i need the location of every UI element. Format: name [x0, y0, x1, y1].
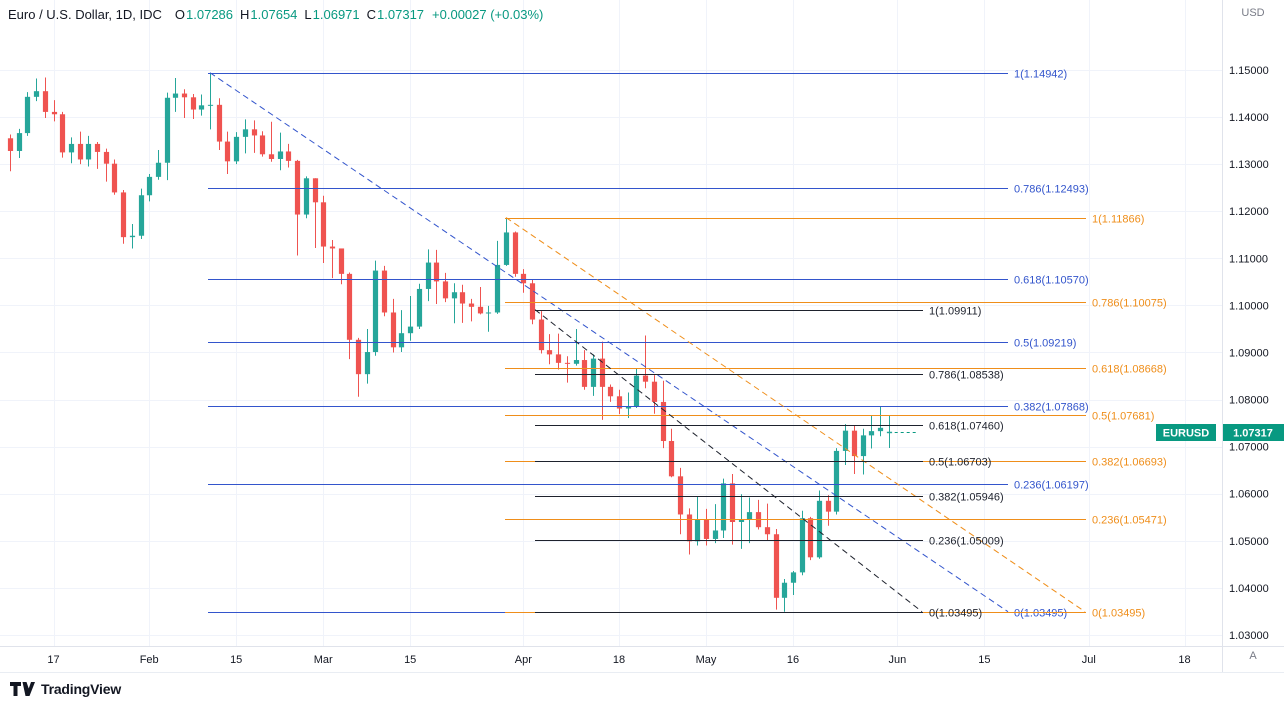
svg-text:17: 17	[47, 654, 59, 666]
svg-text:1.12000: 1.12000	[1229, 206, 1269, 218]
svg-text:16: 16	[787, 654, 799, 666]
svg-text:Apr: Apr	[515, 654, 532, 666]
svg-text:1.13000: 1.13000	[1229, 159, 1269, 171]
svg-text:18: 18	[613, 654, 625, 666]
svg-text:May: May	[696, 654, 717, 666]
svg-text:Jun: Jun	[889, 654, 907, 666]
svg-text:15: 15	[404, 654, 416, 666]
auto-scale-button[interactable]: A	[1249, 650, 1257, 662]
price-axis-bg	[1222, 0, 1284, 672]
svg-text:0.382(1.05946): 0.382(1.05946)	[929, 492, 1004, 504]
svg-text:1.11000: 1.11000	[1229, 253, 1268, 265]
ohlc-close: C1.07317	[366, 7, 425, 22]
svg-text:1.04000: 1.04000	[1229, 583, 1269, 595]
tradingview-logo-icon	[10, 681, 35, 696]
price-axis-currency-label: USD	[1241, 7, 1265, 19]
ohlc-low: L1.06971	[304, 7, 360, 22]
candlestick-series[interactable]	[7, 72, 893, 612]
svg-text:1.05000: 1.05000	[1229, 536, 1269, 548]
svg-text:0.236(1.05471): 0.236(1.05471)	[1092, 515, 1167, 527]
svg-text:1.10000: 1.10000	[1229, 300, 1269, 312]
svg-text:0.786(1.12493): 0.786(1.12493)	[1014, 184, 1089, 196]
svg-text:1.15000: 1.15000	[1229, 65, 1269, 77]
current-price-badge: EURUSD 1.07317	[1156, 424, 1284, 441]
svg-text:0(1.03495): 0(1.03495)	[1092, 608, 1145, 620]
svg-text:0.382(1.07868): 0.382(1.07868)	[1014, 402, 1089, 414]
svg-text:0.5(1.06703): 0.5(1.06703)	[929, 457, 991, 469]
change-value: +0.00027 (+0.03%)	[432, 7, 544, 22]
svg-text:15: 15	[978, 654, 990, 666]
fib-retracement-orange[interactable]: 1(1.11866) 0.786(1.10075) 0.618(1.08668) 0.…	[505, 214, 1167, 620]
ohlc-high: H1.07654	[240, 7, 298, 22]
svg-text:Mar: Mar	[314, 654, 333, 666]
svg-text:15: 15	[230, 654, 242, 666]
svg-text:Jul: Jul	[1082, 654, 1096, 666]
price-axis[interactable]: 1.15000 1.14000 1.13000 1.12000 1.11000 1.100…	[1229, 65, 1269, 642]
fib-retracement-blue[interactable]: 1(1.14942) 0.786(1.12493) 0.618(1.10570) 0.…	[208, 69, 1089, 620]
svg-text:1.07317: 1.07317	[1233, 428, 1273, 440]
svg-text:1.07000: 1.07000	[1229, 442, 1269, 454]
svg-text:0.786(1.10075): 0.786(1.10075)	[1092, 298, 1167, 310]
time-axis-bg	[0, 646, 1284, 672]
time-axis[interactable]: 17 Feb 15 Mar 15 Apr 18 May 16 Jun 15 Jul 18	[47, 654, 1190, 666]
svg-text:1.14000: 1.14000	[1229, 112, 1269, 124]
svg-text:0.618(1.10570): 0.618(1.10570)	[1014, 275, 1089, 287]
svg-text:0(1.03495): 0(1.03495)	[1014, 608, 1067, 620]
ohlc-open: O1.07286	[174, 7, 234, 22]
symbol-header: Euro / U.S. Dollar, 1D, IDC O1.07286 H1.…	[8, 7, 543, 22]
svg-text:0.236(1.06197): 0.236(1.06197)	[1014, 480, 1089, 492]
svg-text:0(1.03495): 0(1.03495)	[929, 608, 982, 620]
symbol-title[interactable]: Euro / U.S. Dollar, 1D, IDC	[8, 7, 162, 22]
svg-text:0.236(1.05009): 0.236(1.05009)	[929, 536, 1004, 548]
svg-text:0.618(1.07460): 0.618(1.07460)	[929, 421, 1004, 433]
svg-text:1(1.11866): 1(1.11866)	[1092, 214, 1144, 226]
svg-text:EURUSD: EURUSD	[1163, 428, 1210, 440]
svg-text:0.618(1.08668): 0.618(1.08668)	[1092, 364, 1167, 376]
svg-text:Feb: Feb	[140, 654, 159, 666]
svg-text:0.5(1.09219): 0.5(1.09219)	[1014, 338, 1076, 350]
svg-text:1.03000: 1.03000	[1229, 630, 1269, 642]
svg-text:1.06000: 1.06000	[1229, 489, 1269, 501]
svg-text:0.382(1.06693): 0.382(1.06693)	[1092, 457, 1167, 469]
svg-text:1(1.14942): 1(1.14942)	[1014, 69, 1067, 81]
svg-text:0.5(1.07681): 0.5(1.07681)	[1092, 411, 1154, 423]
attribution-bar: TradingView	[0, 672, 1284, 703]
svg-text:1.09000: 1.09000	[1229, 347, 1269, 359]
tradingview-logo[interactable]: TradingView	[10, 681, 121, 697]
svg-text:1.08000: 1.08000	[1229, 395, 1269, 407]
fib-retracement-black[interactable]: 1(1.09911) 0.786(1.08538) 0.618(1.07460) 0.…	[534, 306, 1004, 620]
svg-text:1(1.09911): 1(1.09911)	[929, 306, 981, 318]
svg-text:18: 18	[1178, 654, 1190, 666]
tradingview-logo-text: TradingView	[41, 680, 122, 697]
svg-text:0.786(1.08538): 0.786(1.08538)	[929, 370, 1004, 382]
